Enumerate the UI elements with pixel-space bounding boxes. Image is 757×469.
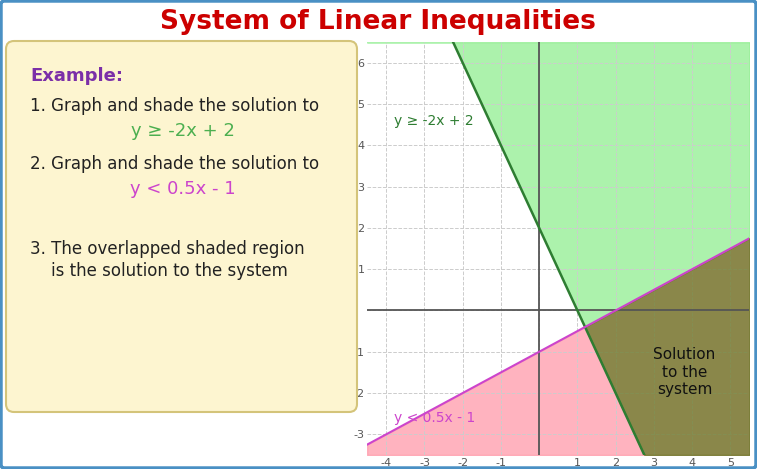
Text: Example:: Example: xyxy=(30,67,123,85)
Text: y ≥ -2x + 2: y ≥ -2x + 2 xyxy=(394,114,474,128)
FancyBboxPatch shape xyxy=(6,41,357,412)
Text: 1. Graph and shade the solution to: 1. Graph and shade the solution to xyxy=(30,97,319,115)
Text: 3. The overlapped shaded region: 3. The overlapped shaded region xyxy=(30,240,304,258)
Text: y ≥ -2x + 2: y ≥ -2x + 2 xyxy=(131,122,235,140)
Text: System of Linear Inequalities: System of Linear Inequalities xyxy=(160,9,596,35)
Text: is the solution to the system: is the solution to the system xyxy=(30,262,288,280)
Text: y < 0.5x - 1: y < 0.5x - 1 xyxy=(130,180,236,198)
Text: y < 0.5x - 1: y < 0.5x - 1 xyxy=(394,411,475,425)
Text: 2. Graph and shade the solution to: 2. Graph and shade the solution to xyxy=(30,155,319,173)
Text: Solution
to the
system: Solution to the system xyxy=(653,348,715,397)
